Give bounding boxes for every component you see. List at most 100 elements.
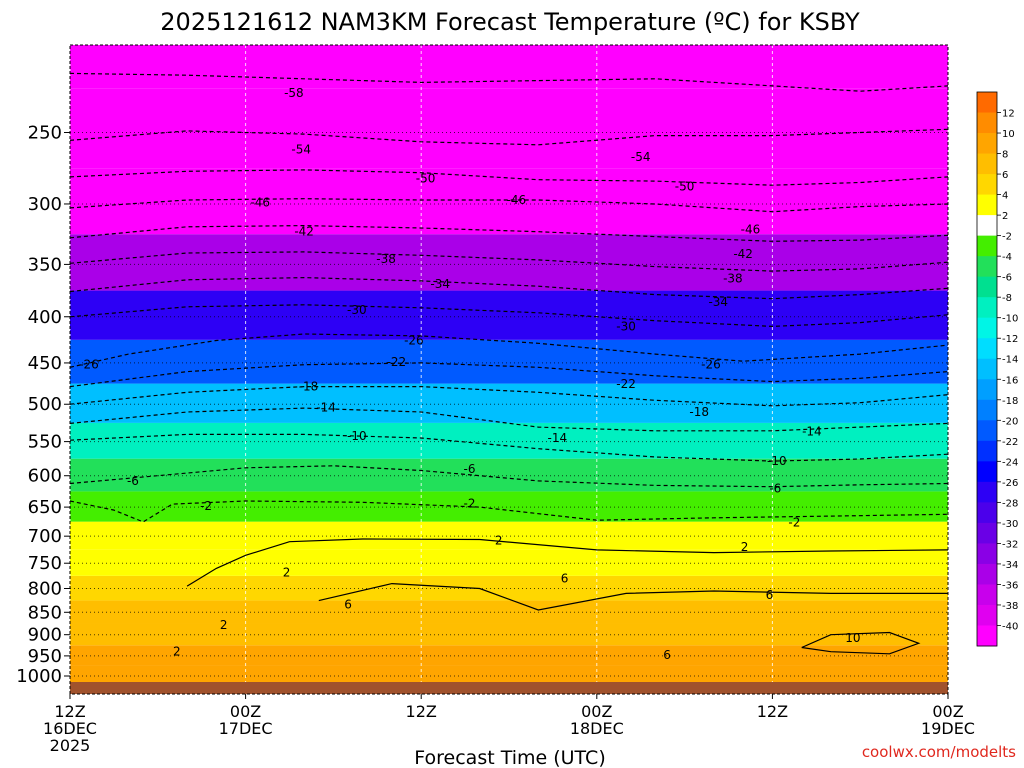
colorbar-tick-label: -38 [1002, 601, 1018, 612]
contour-line-minus-46 [70, 198, 948, 213]
contour-label: -50 [675, 180, 695, 194]
temperature-band [70, 290, 948, 340]
contour-label: -46 [741, 222, 761, 236]
x-tick-label: 17DEC [219, 719, 273, 738]
temperature-band [70, 623, 948, 646]
temperature-band [70, 645, 948, 666]
colorbar-swatch [977, 235, 997, 257]
colorbar-swatch [977, 133, 997, 154]
y-tick-label: 950 [28, 646, 62, 667]
contour-label: -6 [769, 482, 781, 496]
colorbar-swatch [977, 481, 997, 503]
contour-label: -30 [347, 303, 367, 317]
contour-label: -10 [767, 454, 787, 468]
x-tick-label: 00Z [932, 702, 963, 721]
contour-label: 2 [741, 540, 749, 554]
contour-labels: -58 -54 -54 -50 -50 -46 -46 -46 -42 -42 -38 -38 -34 -… [79, 86, 860, 662]
contour-label: -6 [127, 474, 139, 488]
contour-label: -18 [299, 380, 319, 394]
contour-label: -22 [616, 377, 636, 391]
contour-line-minus-34 [70, 276, 948, 300]
temperature-band [70, 521, 948, 550]
colorbar-swatch [977, 584, 997, 606]
contour-label: -14 [316, 400, 336, 414]
y-tick-label: 800 [28, 579, 62, 600]
contour-label: 2 [173, 645, 181, 659]
y-tick-label: 350 [28, 254, 62, 275]
colorbar-tick-label: -6 [1002, 273, 1012, 284]
colorbar-swatch [977, 604, 997, 626]
contour-label: 2 [495, 534, 503, 548]
x-axis-label: Forecast Time (UTC) [414, 747, 605, 768]
chart-title-layer: 2025121612 NAM3KM Forecast Temperature (… [160, 8, 860, 36]
contour-label: -6 [464, 462, 476, 476]
colorbar-tick-label: -12 [1002, 334, 1018, 345]
contour-line-minus-18 [70, 386, 948, 407]
colorbar-swatch [977, 379, 997, 401]
y-tick-label: 900 [28, 625, 62, 646]
colorbar: 12 10 8 6 4 2 -2 -4 -6 -8 -10 -12 -14 -16 -18 -20 -22 -24… [976, 91, 1018, 647]
colorbar-swatch [977, 92, 997, 113]
contour-line-minus-50 [70, 169, 948, 186]
contour-line-minus-30 [70, 304, 948, 328]
colorbar-swatch [977, 625, 997, 647]
colorbar-tick-label: -28 [1002, 498, 1018, 509]
contour-label: -38 [376, 252, 396, 266]
contour-label: -10 [347, 429, 367, 443]
contour-line-minus-14 [70, 407, 948, 432]
x-tick-label: 2025 [50, 736, 91, 755]
colorbar-tick-label: -16 [1002, 375, 1018, 386]
colorbar-tick-label: 10 [1002, 129, 1015, 140]
x-tick-label: 18DEC [570, 719, 624, 738]
colorbar-tick-label: -20 [1002, 416, 1018, 427]
temperature-band [70, 549, 948, 576]
contour-label: -30 [616, 319, 636, 333]
contour-line-minus-26 [70, 333, 948, 368]
colorbar-swatch [977, 399, 997, 421]
colorbar-swatch [977, 543, 997, 565]
colorbar-tick-label: 12 [1002, 109, 1015, 120]
colorbar-swatch [977, 215, 997, 237]
contour-line-minus-10 [70, 433, 948, 462]
contour-label: 6 [344, 597, 352, 611]
x-tick-label: 19DEC [921, 719, 975, 738]
colorbar-tick-label: -30 [1002, 519, 1018, 530]
contour-line-minus-58 [70, 72, 948, 92]
temperature-band [70, 339, 948, 384]
colorbar-tick-label: -4 [1002, 252, 1012, 263]
temperature-band [70, 458, 948, 492]
colorbar-frame [976, 91, 998, 647]
temperature-band [70, 575, 948, 601]
contour-label: -38 [723, 272, 743, 286]
colorbar-swatch [977, 174, 997, 195]
colorbar-tick-label: -34 [1002, 560, 1018, 571]
contour-line-minus-2 [70, 500, 948, 523]
contour-label: -26 [79, 358, 99, 372]
y-tick-label: 500 [28, 394, 62, 415]
y-tick-label: 250 [28, 122, 62, 143]
colorbar-swatch [977, 112, 997, 134]
contour-label: -58 [284, 86, 304, 100]
temperature-band [70, 88, 948, 169]
contour-label: 2 [283, 566, 291, 580]
contour-label: -46 [250, 196, 270, 210]
x-tick-label: 12Z [757, 702, 788, 721]
temperature-band [70, 168, 948, 235]
contour-lines [70, 72, 948, 655]
colorbar-swatch [977, 276, 997, 298]
contour-line-10 [801, 631, 921, 655]
colorbar-swatch [977, 420, 997, 442]
contour-label: -54 [291, 142, 311, 156]
contour-line-minus-22 [70, 362, 948, 388]
colorbar-swatch [977, 502, 997, 524]
colorbar-swatch [977, 522, 997, 544]
colorbar-tick-label: -22 [1002, 437, 1018, 448]
contour-label: -34 [708, 295, 728, 309]
colorbar-tick-label: -26 [1002, 478, 1018, 489]
colorbar-tick-label: 2 [1002, 211, 1008, 222]
contour-label: -22 [387, 355, 407, 369]
x-tick-label: 00Z [581, 702, 612, 721]
contour-label: -26 [404, 334, 424, 348]
y-tick-label: 700 [28, 526, 62, 547]
